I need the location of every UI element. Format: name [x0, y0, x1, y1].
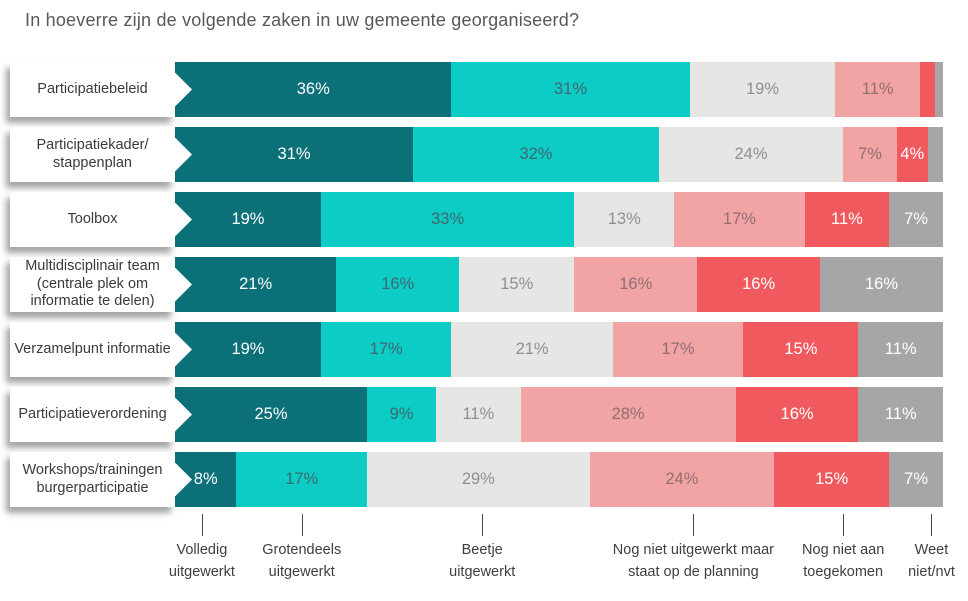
- bar-track: 21% 16% 15% 16% 16% 16%: [175, 257, 943, 312]
- legend-label: Weet niet/nvt: [908, 540, 955, 584]
- legend-label: Nog niet aan toegekomen: [802, 540, 884, 584]
- legend-label-line: uitgewerkt: [168, 563, 235, 580]
- row-label: Verzamelpunt informatie: [10, 322, 175, 377]
- row-label: Workshops/trainingen burgerparticipatie: [10, 452, 175, 507]
- legend-label: Beetje uitgewerkt: [449, 540, 515, 584]
- legend-tick-line: [843, 514, 845, 536]
- chart-row: 21% 16% 15% 16% 16% 16% Multidisciplinair team…: [0, 257, 968, 312]
- bar-segment: 19%: [689, 62, 836, 117]
- bar-segment: 17%: [320, 322, 452, 377]
- bar-segment: [927, 127, 943, 182]
- row-label-line: Participatieverordening: [18, 405, 167, 422]
- row-label-line: Multidisciplinair team: [25, 258, 160, 275]
- bar-segment: [935, 62, 943, 117]
- bar-segment: 21%: [451, 322, 613, 377]
- bar-segment: 11%: [858, 322, 943, 377]
- legend-label-line: staat op de planning: [628, 563, 759, 580]
- bar-segment: 7%: [843, 127, 897, 182]
- bar-segment: 15%: [743, 322, 859, 377]
- bar-track: 19% 33% 13% 17% 11% 7%: [175, 192, 943, 247]
- bar-track: 19% 17% 21% 17% 15% 11%: [175, 322, 943, 377]
- row-label-line: Participatiekader/: [36, 137, 149, 154]
- bar-segment: 7%: [889, 192, 943, 247]
- bar-segment: 13%: [574, 192, 675, 247]
- bar-segment: 36%: [175, 62, 452, 117]
- row-label-line: stappenplan: [52, 154, 132, 171]
- bar-segment: 25%: [175, 387, 367, 442]
- bar-segment: 24%: [658, 127, 844, 182]
- bar-segment: 19%: [175, 192, 321, 247]
- row-label: Participatiekader/stappenplan: [10, 127, 175, 182]
- chart-row: 19% 33% 13% 17% 11% 7% Toolbox: [0, 192, 968, 247]
- bar-segment: 16%: [820, 257, 943, 312]
- legend-tick-line: [201, 514, 203, 536]
- bar-segment: 28%: [520, 387, 736, 442]
- bar-track: 25% 9% 11% 28% 16% 11%: [175, 387, 943, 442]
- bar-segment: 21%: [175, 257, 337, 312]
- row-label-line: burgerparticipatie: [36, 479, 149, 496]
- chart-row: 25% 9% 11% 28% 16% 11% Participatieverordening: [0, 387, 968, 442]
- legend-tick-line: [482, 514, 484, 536]
- bar-track: 31% 32% 24% 7% 4%: [175, 127, 943, 182]
- legend-label-line: Weet: [914, 542, 949, 558]
- bar-segment: 11%: [858, 387, 943, 442]
- legend-tick-line: [931, 514, 933, 536]
- bar-segment: 17%: [612, 322, 744, 377]
- legend-label-line: uitgewerkt: [268, 563, 335, 580]
- bar-segment: 11%: [436, 387, 521, 442]
- row-label-line: (centrale plek om: [36, 275, 149, 292]
- legend-label: Grotendeels uitgewerkt: [262, 540, 341, 584]
- bar-segment: [919, 62, 936, 117]
- bar-segment: 15%: [774, 452, 890, 507]
- legend-label-line: Volledig: [176, 542, 228, 558]
- bar-track: 36% 31% 19% 11%: [175, 62, 943, 117]
- row-label: Participatiebeleid: [10, 62, 175, 117]
- legend-label-line: Nog niet uitgewerkt maar: [612, 542, 774, 558]
- legend-tick-line: [693, 514, 695, 536]
- row-label: Participatieverordening: [10, 387, 175, 442]
- bar-segment: 31%: [451, 62, 690, 117]
- bar-segment: 24%: [589, 452, 775, 507]
- legend-tick-line: [301, 514, 303, 536]
- bar-segment: 9%: [367, 387, 437, 442]
- bar-segment: 16%: [336, 257, 460, 312]
- row-label-line: Toolbox: [67, 210, 118, 227]
- bar-segment: 16%: [697, 257, 821, 312]
- row-label: Multidisciplinair team (centrale plek om i…: [10, 257, 175, 312]
- bar-segment: 19%: [175, 322, 321, 377]
- row-label-line: Verzamelpunt informatie: [14, 340, 171, 357]
- bar-segment: 4%: [896, 127, 928, 182]
- page-title: In hoeverre zijn de volgende zaken in uw…: [25, 10, 580, 30]
- row-label-line: informatie te delen): [30, 293, 155, 310]
- chart-row: 8% 17% 29% 24% 15% 7% Workshops/trainingen burg…: [0, 452, 968, 507]
- bar-segment: 7%: [889, 452, 943, 507]
- bar-segment: 32%: [413, 127, 659, 182]
- chart-row: 36% 31% 19% 11% Participatiebeleid: [0, 62, 968, 117]
- bar-segment: 15%: [459, 257, 575, 312]
- row-label-line: Workshops/trainingen: [22, 462, 163, 479]
- legend-label-line: uitgewerkt: [449, 563, 516, 580]
- chart-row: 19% 17% 21% 17% 15% 11% Verzamelpunt informati…: [0, 322, 968, 377]
- bar-track: 8% 17% 29% 24% 15% 7%: [175, 452, 943, 507]
- legend-label-line: Beetje: [461, 542, 503, 558]
- legend-label-line: toegekomen: [803, 563, 884, 580]
- legend-label-line: niet/nvt: [908, 563, 955, 580]
- bar-segment: 29%: [366, 452, 590, 507]
- row-label-line: Participatiebeleid: [37, 80, 148, 97]
- bar-segment: 33%: [320, 192, 575, 247]
- bar-segment: 17%: [674, 192, 805, 247]
- bar-segment: 11%: [804, 192, 890, 247]
- bar-segment: 11%: [835, 62, 920, 117]
- bar-segment: 16%: [735, 387, 859, 442]
- bar-segment: 31%: [175, 127, 414, 182]
- bar-segment: 17%: [236, 452, 367, 507]
- legend-label-line: Nog niet aan: [802, 542, 885, 558]
- legend-label: Nog niet uitgewerkt maar staat op de plan…: [613, 540, 774, 584]
- chart-row: 31% 32% 24% 7% 4% Participatiekader/stappenpl…: [0, 127, 968, 182]
- legend-label: Volledig uitgewerkt: [169, 540, 235, 584]
- bar-segment: 16%: [574, 257, 698, 312]
- row-label: Toolbox: [10, 192, 175, 247]
- legend-label-line: Grotendeels: [262, 542, 342, 558]
